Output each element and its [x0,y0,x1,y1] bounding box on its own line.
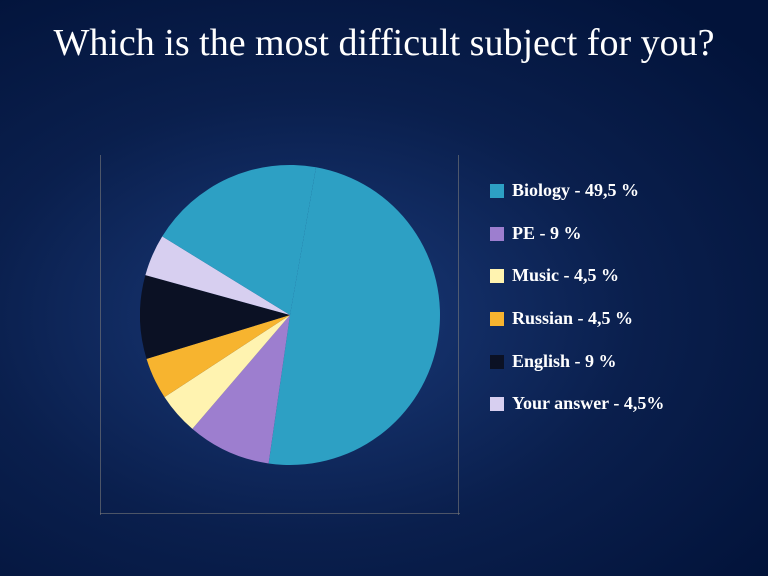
legend-swatch-0 [490,184,504,198]
legend-swatch-1 [490,227,504,241]
legend-label-3: Russian - 4,5 % [512,308,633,329]
legend: Biology - 49,5 % PE - 9 % Music - 4,5 % Rus… [490,180,700,436]
legend-swatch-3 [490,312,504,326]
legend-label-5: Your answer - 4,5% [512,393,664,414]
legend-label-1: PE - 9 % [512,223,582,244]
legend-item-5: Your answer - 4,5% [490,393,700,414]
legend-swatch-2 [490,269,504,283]
legend-label-0: Biology - 49,5 % [512,180,639,201]
legend-item-1: PE - 9 % [490,223,700,244]
axis-right [458,155,459,515]
axis-left [100,155,101,515]
legend-swatch-4 [490,355,504,369]
legend-item-0: Biology - 49,5 % [490,180,700,201]
legend-label-2: Music - 4,5 % [512,265,619,286]
axis-bottom [100,513,460,514]
legend-item-4: English - 9 % [490,351,700,372]
chart-plot-area [100,155,460,525]
chart-title: Which is the most difficult subject for … [0,0,768,66]
legend-item-3: Russian - 4,5 % [490,308,700,329]
pie-chart [140,165,440,465]
legend-item-2: Music - 4,5 % [490,265,700,286]
legend-label-4: English - 9 % [512,351,617,372]
legend-swatch-5 [490,397,504,411]
